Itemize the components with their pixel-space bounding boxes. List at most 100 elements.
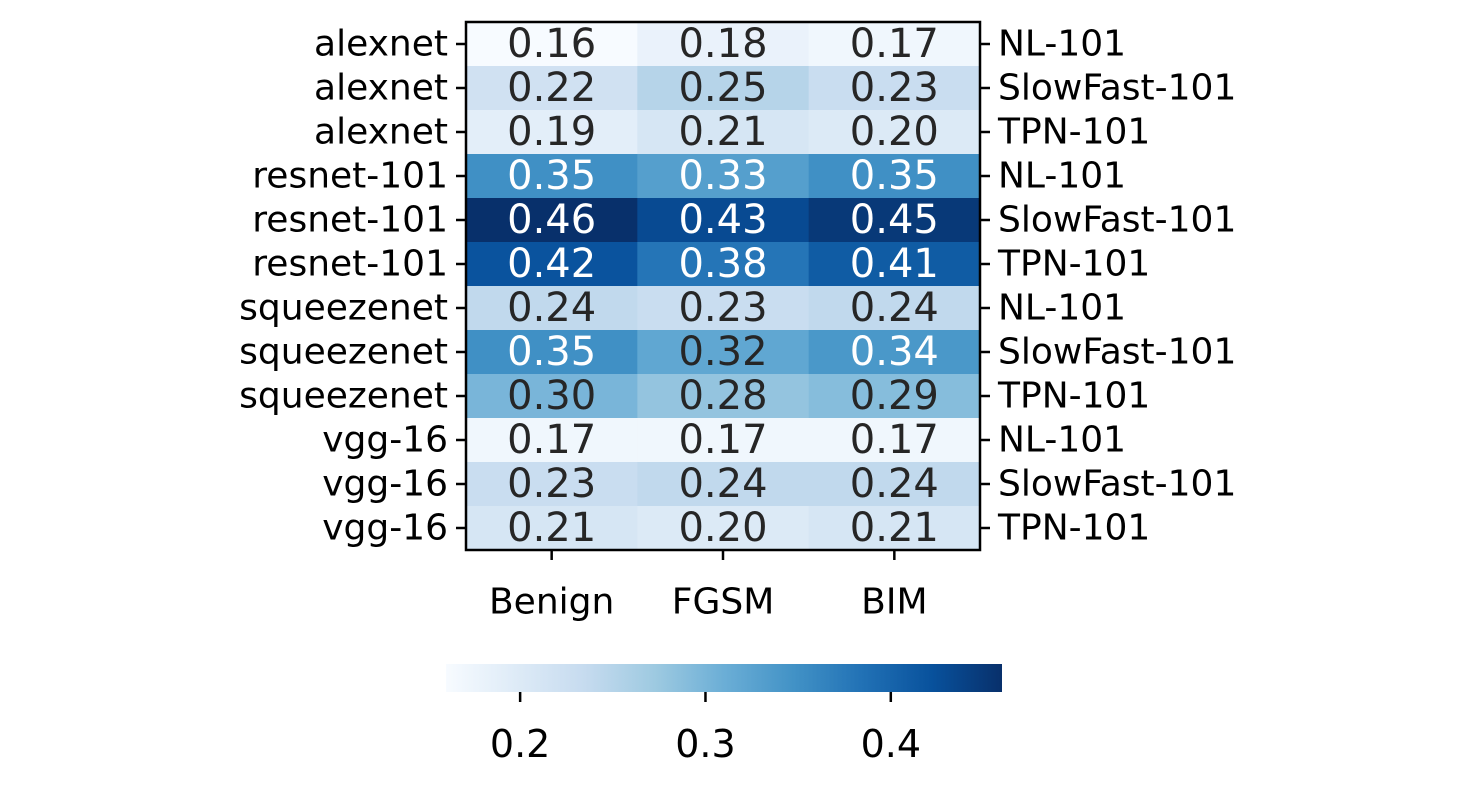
heatmap-cell [466,286,638,331]
cell-value-label: 0.35 [507,153,596,199]
cell-value-label: 0.21 [850,505,939,551]
heatmap-cell [808,110,981,155]
cell-value-label: 0.29 [850,373,939,419]
row-label-left: squeezenet [239,376,448,417]
cell-value-label: 0.20 [850,109,939,155]
heatmap-cell [808,506,981,551]
heatmap-cell [808,66,981,111]
row-label-right: NL-101 [998,24,1126,65]
heatmap-cell [637,110,810,155]
row-label-left: resnet-101 [252,156,448,197]
heatmap-cell [466,154,638,199]
heatmap-cell [637,286,810,331]
heatmap-cell [466,462,638,507]
row-label-right: SlowFast-101 [998,332,1236,373]
heatmap-cell [808,198,981,243]
cell-value-label: 0.30 [507,373,596,419]
cell-value-label: 0.20 [678,505,767,551]
heatmap-cell [466,242,638,287]
cell-value-label: 0.17 [507,417,596,463]
cell-value-label: 0.45 [850,197,939,243]
heatmap-cell [466,418,638,463]
heatmap-cell [808,374,981,419]
row-label-right: SlowFast-101 [998,464,1236,505]
cell-value-label: 0.19 [507,109,596,155]
heatmap-cell-labels: 0.16 0.18 0.170.22 0.25 0.230.19 0.21 0.200.35… [507,21,939,551]
column-label: FGSM [672,582,775,623]
heatmap-cell [808,462,981,507]
cell-value-label: 0.21 [678,109,767,155]
row-label-left: resnet-101 [252,244,448,285]
row-label-right: SlowFast-101 [998,200,1236,241]
cell-value-label: 0.16 [507,21,596,67]
row-label-right: SlowFast-101 [998,68,1236,109]
heatmap-cell [637,506,810,551]
row-label-left: alexnet [314,68,448,109]
column-label: BIM [861,582,927,623]
cell-value-label: 0.41 [850,241,939,287]
cell-value-label: 0.17 [678,417,767,463]
cell-value-label: 0.28 [678,373,767,419]
heatmap-cell [637,154,810,199]
colorbar-tick-label: 0.4 [861,722,921,766]
heatmap-cell [466,506,638,551]
bottom-axis: Benign FGSM BIM [489,550,928,623]
colorbar-tick-label: 0.3 [675,722,735,766]
heatmap-cell [637,22,810,67]
cell-value-label: 0.35 [507,329,596,375]
heatmap-cell [466,198,638,243]
heatmap-cell [466,22,638,67]
row-label-right: TPN-101 [997,112,1150,153]
row-label-left: vgg-16 [322,464,448,505]
right-axis: NL-101SlowFast-101TPN-101NL-101SlowFast-… [980,24,1236,549]
cell-value-label: 0.35 [850,153,939,199]
cell-value-label: 0.23 [507,461,596,507]
heatmap-cell [466,374,638,419]
heatmap-cell [466,66,638,111]
row-label-left: vgg-16 [322,420,448,461]
row-label-left: alexnet [314,24,448,65]
heatmap-cell [637,374,810,419]
cell-value-label: 0.42 [507,241,596,287]
heatmap-cell [808,242,981,287]
cell-value-label: 0.46 [507,197,596,243]
heatmap-cell [637,66,810,111]
column-label: Benign [489,582,614,623]
row-label-right: NL-101 [998,420,1126,461]
cell-value-label: 0.23 [850,65,939,111]
row-label-right: NL-101 [998,156,1126,197]
heatmap-cell [637,418,810,463]
heatmap-cell [637,198,810,243]
heatmap-cell [637,242,810,287]
cell-value-label: 0.38 [678,241,767,287]
row-label-right: NL-101 [998,288,1126,329]
left-axis: alexnetalexnetalexnetresnet-101resnet-10… [239,24,466,549]
heatmap-cell [808,418,981,463]
heatmap-cell [808,22,981,67]
heatmap-cell [808,154,981,199]
row-label-right: TPN-101 [997,376,1150,417]
heatmap-cells [466,22,981,551]
heatmap-cell [637,462,810,507]
cell-value-label: 0.24 [850,285,939,331]
cell-value-label: 0.24 [850,461,939,507]
row-label-right: TPN-101 [997,244,1150,285]
heatmap-cell [808,286,981,331]
row-label-left: alexnet [314,112,448,153]
heatmap-cell [637,330,810,375]
row-label-left: squeezenet [239,332,448,373]
colorbar-axis: 0.2 0.3 0.4 [490,692,921,766]
cell-value-label: 0.33 [678,153,767,199]
colorbar-tick-label: 0.2 [490,722,550,766]
colorbar: 0.2 0.3 0.4 [446,664,1002,766]
row-label-left: resnet-101 [252,200,448,241]
cell-value-label: 0.24 [507,285,596,331]
cell-value-label: 0.21 [507,505,596,551]
cell-value-label: 0.25 [678,65,767,111]
colorbar-gradient [446,664,1002,692]
row-label-left: squeezenet [239,288,448,329]
cell-value-label: 0.43 [678,197,767,243]
cell-value-label: 0.18 [678,21,767,67]
cell-value-label: 0.34 [850,329,939,375]
